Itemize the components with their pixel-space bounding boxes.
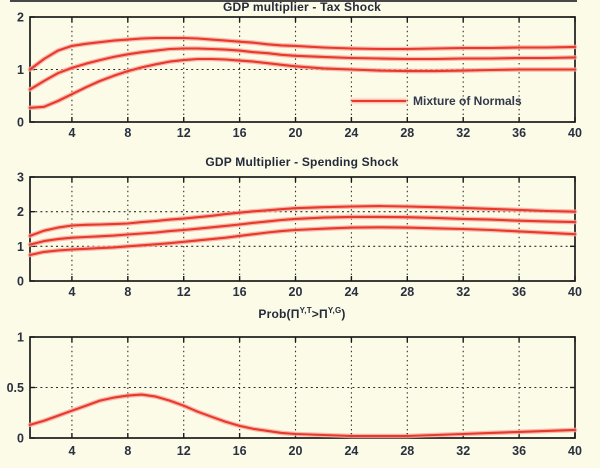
y-tick-label: 2 <box>17 11 24 25</box>
x-tick-label: 40 <box>568 126 582 140</box>
x-tick-label: 12 <box>177 444 191 458</box>
x-tick-label: 24 <box>344 285 358 299</box>
series-halo-lower-band <box>27 225 578 258</box>
y-tick-label: 1 <box>17 240 24 254</box>
x-tick-label: 4 <box>68 285 75 299</box>
axis-box <box>29 336 576 439</box>
x-tick-label: 36 <box>512 126 526 140</box>
x-tick-label: 20 <box>289 444 303 458</box>
x-tick-label: 16 <box>233 126 247 140</box>
x-tick-label: 16 <box>233 444 247 458</box>
x-tick-label: 40 <box>568 285 582 299</box>
x-tick-label: 8 <box>124 126 131 140</box>
series-line-median <box>28 47 577 91</box>
x-tick-label: 28 <box>400 285 414 299</box>
x-tick-label: 12 <box>177 285 191 299</box>
x-tick-label: 8 <box>124 285 131 299</box>
y-tick-label: 1 <box>17 63 24 77</box>
x-tick-label: 16 <box>233 285 247 299</box>
x-tick-label: 28 <box>400 444 414 458</box>
prob-title-suffix: ) <box>341 307 346 321</box>
x-tick-label: 32 <box>456 285 470 299</box>
y-tick-label: 1 <box>17 331 24 345</box>
y-tick-label: 2 <box>17 205 24 219</box>
x-tick-label: 32 <box>456 444 470 458</box>
grid-lines <box>30 337 575 438</box>
x-tick-label: 36 <box>512 444 526 458</box>
pi-symbol: Π <box>319 307 328 321</box>
chart-title-tax-shock: GDP multiplier - Tax Shock <box>222 0 382 14</box>
legend-label: Mixture of Normals <box>413 94 522 108</box>
x-tick-label: 8 <box>124 444 131 458</box>
series-line-lower-band <box>28 57 577 109</box>
x-tick-label: 20 <box>289 126 303 140</box>
series-halo-probability <box>27 392 578 439</box>
y-tick-label: 3 <box>17 171 24 185</box>
chart-title-spending-shock: GDP Multiplier - Spending Shock <box>205 155 399 169</box>
x-tick-label: 4 <box>68 126 75 140</box>
series-line-upper-band <box>28 36 577 71</box>
series-line-upper-band <box>28 205 577 237</box>
chart-3: 4 8 12 16 20 24 28 32 36 40 0 0.5 1 <box>7 331 582 459</box>
x-tick-label: 24 <box>344 444 358 458</box>
top-rule <box>10 0 577 2</box>
legend-line-sample <box>352 100 406 102</box>
y-tick-label: 0 <box>17 116 24 130</box>
y-tick-label: 0 <box>17 275 24 289</box>
y-tick-label: 0.5 <box>7 381 24 395</box>
y-tick-label: 0 <box>17 432 24 446</box>
pi-symbol: Π <box>290 307 300 321</box>
series-line-lower-band <box>28 226 577 257</box>
series-line-probability <box>28 393 577 438</box>
axis-box <box>29 176 576 282</box>
x-tick-label: 40 <box>568 444 582 458</box>
x-tick-label: 24 <box>344 126 358 140</box>
x-tick-label: 32 <box>456 126 470 140</box>
pi-superscript-yg: Y,G <box>327 306 342 315</box>
x-tick-label: 20 <box>289 285 303 299</box>
x-tick-label: 36 <box>512 285 526 299</box>
chart-title-probability: Prob(ΠY,T>ΠY,G) <box>258 306 346 322</box>
pi-superscript-yt: Y,T <box>299 306 312 315</box>
tick-labels: 4 8 12 16 20 24 28 32 36 40 0 0.5 1 <box>7 331 582 459</box>
x-tick-label: 12 <box>177 126 191 140</box>
series-line-median <box>28 215 577 246</box>
greater-than-sign: > <box>311 307 320 321</box>
legend-mixture-of-normals: Mixture of Normals <box>352 94 522 108</box>
x-tick-label: 28 <box>400 126 414 140</box>
x-tick-label: 4 <box>68 444 75 458</box>
prob-title-prefix: Prob( <box>258 307 291 321</box>
